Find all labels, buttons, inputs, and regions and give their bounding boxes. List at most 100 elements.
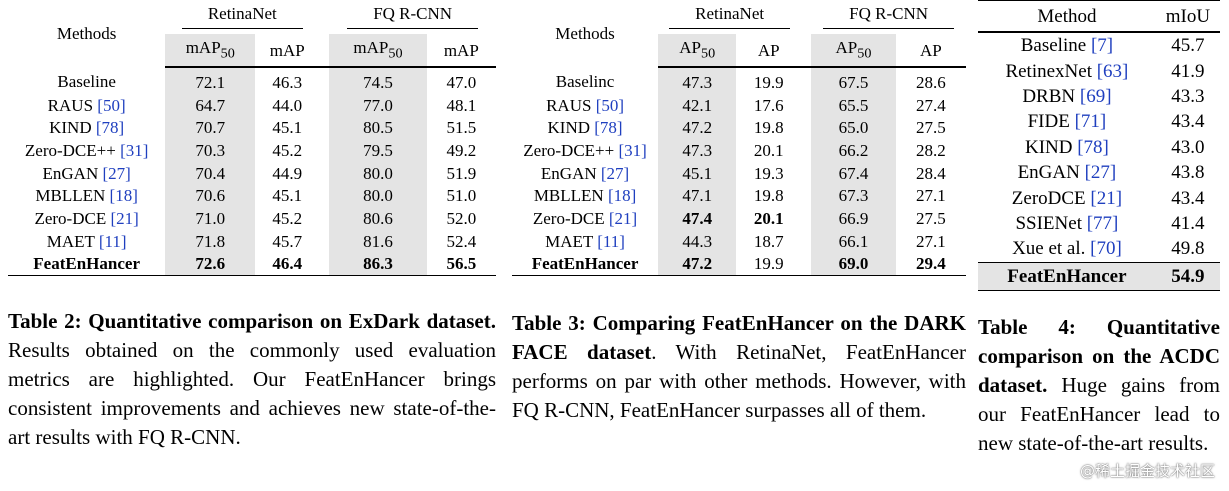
value-cell: 45.7 [272,231,303,251]
value-cell: 44.3 [658,229,737,253]
value-cell: 64.7 [165,93,256,117]
table-4-caption-body: Huge gains from our FeatEnHancer lead to… [978,373,1220,455]
method-cell: Zero-DCE++ [31] [8,139,165,162]
table-row: KIND [78] 43.0 [978,135,1220,160]
table-3-group-retinanet: RetinaNet [669,5,791,29]
method-cell: Xue et al. [70] [978,236,1156,262]
value-cell: 74.5 [329,67,427,94]
citation-link[interactable]: [78] [1077,136,1109,158]
table-3-body: Baselinc 47.3 19.9 67.5 28.6 RAUS [50] 42.1 17.… [512,67,966,277]
citation-link[interactable]: [27] [600,163,630,183]
citation-link[interactable]: [18] [607,186,637,206]
table-4-grid: Method mIoU Baseline [7] 45.7 RetinexNet [… [978,0,1220,291]
method-cell: DRBN [69] [978,84,1156,109]
citation-link[interactable]: [50] [97,95,126,115]
value-cell: 70.4 [165,161,256,185]
value-cell: 46.4 [255,252,320,277]
value-cell: 45.2 [272,208,303,228]
method-cell: Zero-DCE [21] [8,207,165,230]
table-row: Zero-DCE [21] 71.0 45.2 80.6 52.0 [8,207,496,230]
table-3-caption-body: . With RetinaNet, FeatEnHancer performs … [512,340,967,422]
table-row: Baseline [7] 45.7 [978,32,1220,58]
method-name: Baseline [57,72,116,92]
value-cell: 19.9 [736,252,802,277]
table-2-group-retinanet: RetinaNet [181,5,303,29]
value-cell: 79.5 [329,139,427,162]
value-cell: 80.0 [329,161,427,185]
table-row: RetinexNet [63] 41.9 [978,58,1220,83]
method-cell: Baselinc [512,67,658,94]
citation-link[interactable]: [70] [1090,238,1122,260]
citation-link[interactable]: [27] [102,163,131,183]
method-cell: Baseline [8,67,165,94]
table-2-metric-map-b: mAP [426,34,496,68]
citation-link[interactable]: [7] [1090,35,1114,57]
value-cell: 54.9 [1155,261,1220,291]
citation-link[interactable]: [31] [618,140,647,160]
table-row: FeatEnHancer 72.6 46.4 86.3 56.5 [8,252,496,277]
citation-link[interactable]: [21] [1090,187,1123,209]
value-cell: 65.5 [811,93,896,117]
method-name: FeatEnHancer [33,254,140,274]
citation-link[interactable]: [69] [1079,85,1112,107]
value-cell: 52.4 [446,231,477,251]
value-cell: 71.0 [165,207,256,230]
table-2-methods-header: Methods [56,24,117,43]
value-cell: 66.9 [811,207,896,230]
value-cell: 47.2 [658,252,737,277]
value-cell: 72.6 [165,252,256,277]
citation-link[interactable]: [71] [1074,111,1107,133]
table-row: FeatEnHancer 47.2 19.9 69.0 29.4 [512,252,966,277]
table-3-caption-title: Table 3: Comparing FeatEnHancer on the D… [512,311,966,364]
value-cell: 19.9 [753,72,784,92]
method-cell: KIND [78] [512,116,658,139]
citation-link[interactable]: [11] [597,231,625,251]
table-2-caption-title: Table 2: Quantitative comparison on ExDa… [8,309,496,333]
table-row: SSIENet [77] 41.4 [978,211,1220,236]
citation-link[interactable]: [11] [98,231,127,251]
value-cell: 19.3 [753,163,784,183]
method-cell: SSIENet [77] [978,211,1156,236]
citation-link[interactable]: [63] [1096,60,1129,82]
value-cell: 67.4 [811,161,896,185]
table-row: DRBN [69] 43.3 [978,84,1220,109]
table-row: ZeroDCE [21] 43.4 [978,185,1220,210]
method-name: FeatEnHancer [531,254,639,274]
method-cell: RetinexNet [63] [978,58,1156,83]
method-name: EnGAN [1017,162,1080,184]
method-cell: Zero-DCE [21] [512,207,658,230]
citation-link[interactable]: [27] [1084,162,1117,184]
table-row: EnGAN [27] 43.8 [978,160,1220,185]
method-name: SSIENet [1015,212,1082,234]
method-name: RetinexNet [1005,60,1092,82]
citation-link[interactable]: [50] [595,95,625,115]
citation-link[interactable]: [78] [594,118,623,138]
method-cell: Zero-DCE++ [31] [512,139,658,162]
value-cell: 47.3 [658,139,737,162]
table-4-caption: Table 4: Quantitative comparison on the … [978,313,1220,458]
value-cell: 27.5 [916,208,946,228]
citation-link[interactable]: [77] [1086,212,1119,234]
citation-link[interactable]: [21] [110,208,139,228]
method-cell: MAET [11] [512,230,658,253]
method-name: Xue et al. [1012,238,1086,260]
value-cell: 47.0 [446,72,477,92]
value-cell: 70.3 [165,139,256,162]
value-cell: 44.0 [272,95,303,115]
value-cell: 43.4 [1171,111,1205,133]
value-cell: 27.1 [916,231,946,251]
method-cell: MAET [11] [8,230,165,253]
citation-link[interactable]: [31] [120,140,149,160]
citation-link[interactable]: [78] [95,118,125,138]
value-cell: 80.5 [329,116,427,140]
citation-link[interactable]: [18] [109,186,138,206]
table-4: Method mIoU Baseline [7] 45.7 RetinexNet [… [978,0,1220,291]
watermark: @稀土掘金技术社区 [1079,462,1215,480]
method-cell: RAUS [50] [8,94,165,117]
table-3: Methods RetinaNet FQ R-CNN AP50 AP AP50 … [512,0,966,277]
value-cell: 29.4 [895,252,966,277]
table-row: RAUS [50] 42.1 17.6 65.5 27.4 [512,93,966,117]
value-cell: 28.2 [916,140,946,160]
citation-link[interactable]: [21] [608,208,638,228]
table-4-miou-header: mIoU [1155,0,1220,33]
